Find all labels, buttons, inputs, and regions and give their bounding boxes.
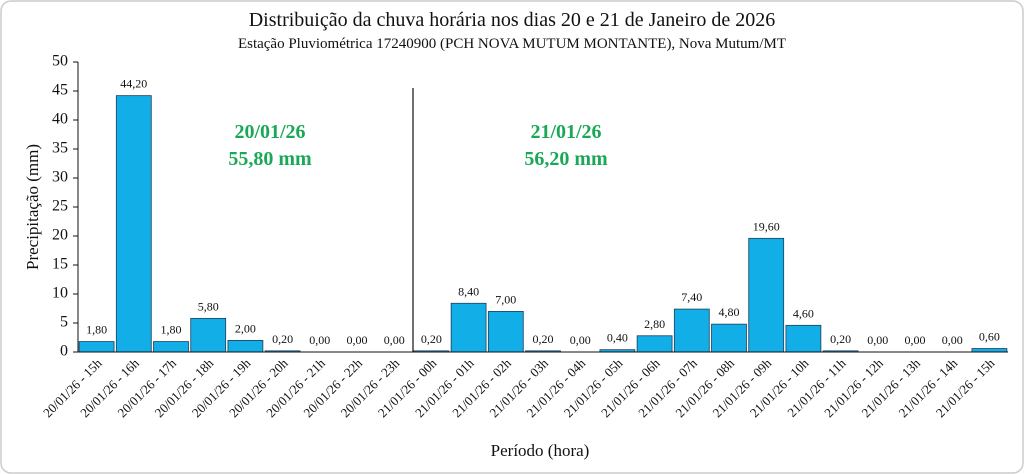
bar [78, 341, 115, 353]
value-label: 4,80 [719, 305, 740, 319]
value-label: 1,80 [86, 323, 107, 337]
annotation: 21/01/26 [530, 121, 601, 143]
y-tick-label: 20 [52, 227, 68, 244]
chart-title: Distribuição da chuva horária nos dias 2… [249, 9, 776, 31]
y-tick-label: 40 [52, 111, 68, 128]
value-label: 0,20 [421, 332, 442, 346]
bar [748, 237, 785, 353]
value-label: 2,00 [235, 321, 256, 335]
value-label: 7,00 [495, 292, 516, 306]
y-tick-label: 0 [60, 343, 68, 360]
bar [153, 341, 189, 353]
value-label: 0,00 [384, 333, 405, 347]
y-tick-label: 15 [52, 256, 68, 273]
bar [190, 317, 227, 353]
y-tick-label: 50 [52, 53, 68, 70]
value-label: 0,00 [309, 333, 330, 347]
annotation: 55,80 mm [228, 148, 312, 170]
value-label: 0,20 [272, 332, 293, 346]
value-label: 1,80 [161, 323, 182, 337]
bar [785, 324, 822, 353]
y-axis-label: Precipitação (mm) [23, 144, 42, 270]
annotation: 56,20 mm [524, 148, 608, 170]
bar [487, 310, 524, 353]
value-label: 0,60 [979, 330, 1000, 344]
bar [115, 95, 152, 353]
annotation: 20/01/26 [234, 121, 305, 143]
value-label: 0,00 [942, 333, 963, 347]
value-label: 0,40 [607, 331, 628, 345]
value-label: 5,80 [198, 299, 219, 313]
value-label: 8,40 [458, 284, 479, 298]
value-label: 0,00 [905, 333, 926, 347]
y-tick-label: 25 [52, 198, 68, 215]
y-tick-label: 5 [60, 314, 68, 331]
value-label: 19,60 [753, 219, 780, 233]
bar [971, 348, 1008, 353]
value-label: 0,20 [533, 332, 554, 346]
value-label: 0,00 [570, 333, 591, 347]
y-tick-label: 30 [52, 169, 68, 186]
value-label: 0,00 [867, 333, 888, 347]
bar [227, 339, 264, 353]
y-tick-label: 10 [52, 285, 68, 302]
value-label: 0,20 [830, 332, 851, 346]
value-label: 0,00 [347, 333, 368, 347]
value-label: 2,80 [644, 317, 665, 331]
x-axis-label: Período (hora) [491, 441, 590, 460]
bar [673, 308, 710, 353]
y-tick-label: 45 [52, 82, 68, 99]
bar [636, 335, 673, 353]
y-tick-label: 35 [52, 140, 68, 157]
bar [450, 302, 487, 353]
bar [711, 323, 747, 353]
value-label: 7,40 [681, 290, 702, 304]
chart-subtitle: Estação Pluviométrica 17240900 (PCH NOVA… [238, 36, 786, 52]
value-label: 44,20 [120, 77, 147, 91]
value-label: 4,60 [793, 306, 814, 320]
